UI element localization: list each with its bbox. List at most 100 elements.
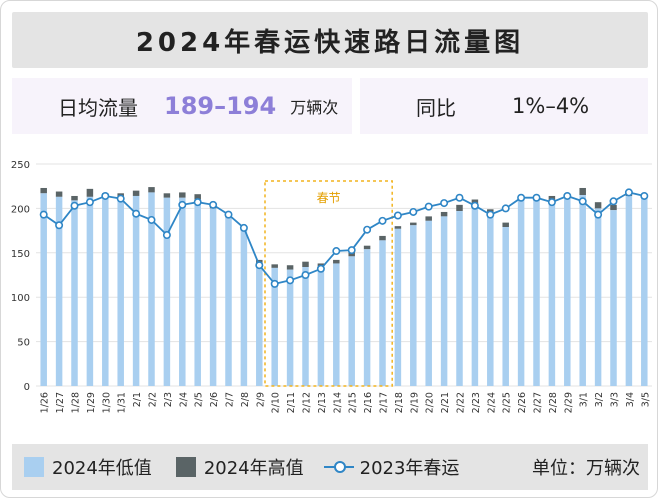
x-tick-label: 3/5	[640, 392, 651, 407]
x-tick-label: 2/26	[517, 392, 528, 413]
bar-low-2024	[348, 256, 355, 386]
bar-low-2024	[594, 208, 602, 386]
bar-high-2024	[502, 222, 509, 228]
point-2023	[609, 197, 618, 206]
x-tick-label: 2/3	[163, 392, 174, 407]
x-tick-label: 2/2	[148, 392, 159, 407]
x-tick-label: 3/1	[579, 392, 590, 407]
x-tick-label: 2/7	[225, 392, 236, 407]
point-2023	[70, 201, 79, 210]
point-2023	[486, 210, 495, 219]
bar-high-2024	[302, 261, 309, 268]
bar-high-2024	[271, 264, 278, 268]
bar-low-2024	[456, 211, 463, 386]
point-2023	[640, 191, 649, 200]
point-2023	[255, 261, 264, 270]
traffic-chart: 0 50 100 150 200 250 春节 1/26 1/27 1/28 1/29 1/30 1/3…	[11, 160, 652, 413]
y-tick-label: 100	[11, 293, 30, 304]
x-tick-label: 2/18	[394, 392, 405, 413]
point-2023	[347, 246, 356, 255]
bar-high-2024	[363, 245, 371, 250]
bar-low-2024	[71, 200, 78, 386]
unit-note: 单位：万辆次	[532, 458, 640, 479]
year-over-year-panel: 同比 1%–4%	[360, 78, 648, 134]
bar-high-2024	[71, 195, 78, 201]
legend-item-high-2024: 2024年高值	[175, 454, 304, 480]
point-2023	[116, 194, 125, 203]
bar-low-2024	[517, 198, 525, 386]
point-2023	[286, 276, 295, 285]
bar-high-2024	[333, 259, 340, 264]
bar-low-2024	[148, 192, 155, 386]
bar-low-2024	[548, 200, 556, 386]
x-tick-label: 2/4	[178, 392, 189, 407]
bar-low-2024	[610, 210, 617, 386]
bar-low-2024	[302, 267, 309, 386]
x-tick-label: 1/26	[40, 392, 51, 413]
bar-high-2024	[394, 226, 402, 229]
point-2023	[224, 210, 233, 219]
point-2023	[624, 188, 633, 197]
point-2023	[147, 215, 156, 224]
bar-high-2024	[86, 188, 94, 197]
bar-low-2024	[564, 196, 571, 386]
point-2023	[301, 271, 310, 280]
x-tick-label: 2/10	[271, 392, 282, 413]
high-2024-swatch	[175, 457, 196, 477]
bar-low-2024	[163, 197, 171, 386]
bar-low-2024	[440, 216, 448, 386]
point-2023	[101, 191, 110, 200]
bar-low-2024	[471, 205, 479, 386]
bar-low-2024	[379, 240, 386, 386]
x-tick-label: 2/9	[255, 392, 266, 407]
spring-festival-label: 春节	[317, 191, 341, 205]
low-2024-swatch	[24, 457, 44, 477]
point-2023	[378, 216, 387, 225]
bar-low-2024	[117, 197, 124, 386]
bar-low-2024	[625, 195, 633, 386]
daily-average-value: 189–194	[164, 92, 277, 120]
x-tick-label: 2/11	[286, 392, 297, 413]
x-tick-label: 2/17	[379, 392, 390, 413]
x-tick-label: 2/12	[302, 392, 313, 413]
point-2023	[501, 204, 510, 213]
bar-low-2024	[194, 199, 201, 386]
bar-high-2024	[148, 187, 155, 193]
bar-high-2024	[163, 193, 171, 198]
bar-high-2024	[610, 204, 617, 211]
point-2023	[55, 221, 64, 230]
point-2023	[532, 193, 541, 202]
x-tick-label: 3/3	[610, 392, 621, 407]
bar-low-2024	[179, 197, 186, 386]
point-2023	[316, 264, 325, 273]
point-2023	[270, 279, 279, 288]
bar-low-2024	[487, 211, 494, 386]
bar-high-2024	[594, 202, 602, 209]
x-tick-label: 2/6	[209, 392, 220, 407]
x-tick-label: 1/31	[117, 392, 128, 413]
y-tick-label: 150	[11, 249, 30, 260]
point-2023	[563, 191, 572, 200]
x-tick-label: 2/21	[440, 392, 451, 413]
bar-low-2024	[579, 195, 586, 386]
bar-high-2024	[55, 191, 63, 197]
bar-low-2024	[425, 220, 432, 386]
x-tick-label: 2/25	[502, 392, 513, 413]
point-2023	[393, 211, 402, 220]
x-tick-label: 2/5	[194, 392, 205, 407]
point-2023	[424, 202, 433, 211]
bar-low-2024	[271, 267, 278, 386]
bar-high-2024	[425, 216, 432, 221]
bar-low-2024	[333, 263, 340, 386]
bar-low-2024	[240, 230, 248, 386]
bar-low-2024	[533, 200, 540, 386]
bar-high-2024	[286, 265, 294, 270]
legend-item-2023-line: 2023年春运	[323, 454, 459, 480]
yoy-value: 1%–4%	[512, 94, 590, 118]
line-2023	[43, 191, 645, 285]
x-tick-label: 2/8	[240, 392, 251, 407]
y-tick-label: 250	[11, 160, 30, 171]
yoy-label: 同比	[416, 95, 456, 120]
point-2023	[132, 209, 141, 218]
x-tick-label: 2/13	[317, 392, 328, 413]
